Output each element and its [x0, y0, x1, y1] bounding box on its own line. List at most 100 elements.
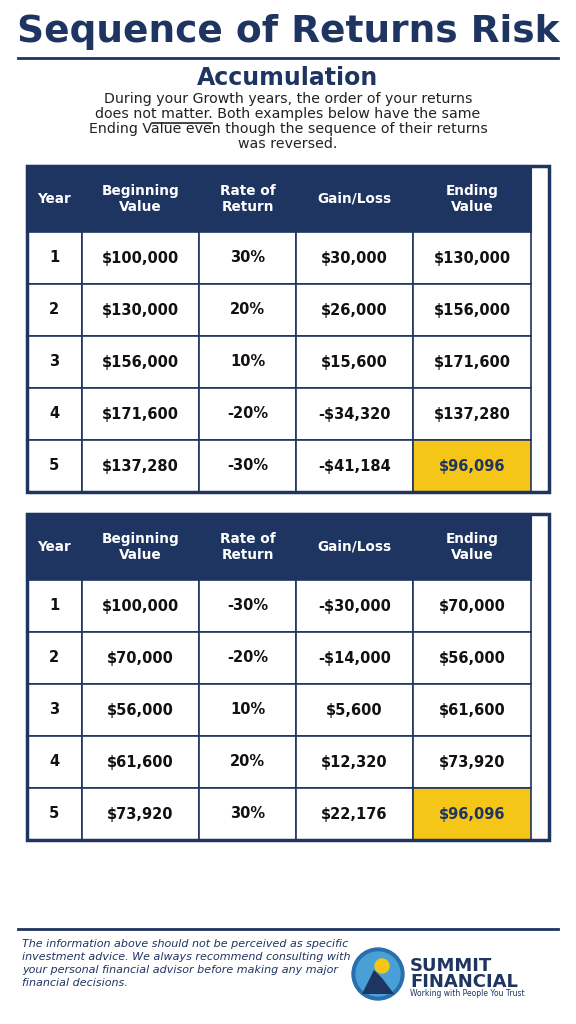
Bar — [27, 580, 82, 632]
Bar — [82, 632, 199, 684]
Text: 3: 3 — [50, 354, 59, 370]
Text: $137,280: $137,280 — [434, 407, 510, 422]
Text: $73,920: $73,920 — [439, 755, 505, 769]
Bar — [82, 232, 199, 284]
Bar — [82, 514, 199, 580]
Text: 1: 1 — [50, 598, 59, 613]
Bar — [199, 166, 296, 232]
Bar — [27, 166, 82, 232]
Text: your personal financial advisor before making any major: your personal financial advisor before m… — [22, 965, 338, 975]
Bar — [199, 632, 296, 684]
Bar — [413, 788, 530, 840]
Text: $73,920: $73,920 — [107, 807, 174, 821]
Text: -30%: -30% — [227, 598, 268, 613]
Bar — [296, 166, 413, 232]
Text: 5: 5 — [50, 459, 59, 473]
Bar — [413, 166, 530, 232]
Bar — [296, 440, 413, 492]
Bar — [82, 788, 199, 840]
Bar — [27, 788, 82, 840]
Bar — [27, 736, 82, 788]
Text: 5: 5 — [50, 807, 59, 821]
Text: During your Growth years, the order of your returns: During your Growth years, the order of y… — [104, 92, 472, 106]
Bar — [199, 336, 296, 388]
Bar — [199, 440, 296, 492]
Text: FINANCIAL: FINANCIAL — [410, 973, 518, 991]
Text: Gain/Loss: Gain/Loss — [317, 193, 392, 206]
Text: $15,600: $15,600 — [321, 354, 388, 370]
Bar — [27, 166, 549, 492]
Bar — [413, 440, 530, 492]
Text: $61,600: $61,600 — [107, 755, 174, 769]
Circle shape — [356, 952, 400, 996]
Bar — [82, 580, 199, 632]
Bar — [199, 788, 296, 840]
Bar — [27, 336, 82, 388]
Text: Rate of
Return: Rate of Return — [219, 184, 275, 214]
Text: $5,600: $5,600 — [326, 702, 383, 718]
Text: Year: Year — [37, 193, 71, 206]
Bar — [82, 388, 199, 440]
Bar — [296, 514, 413, 580]
Text: $171,600: $171,600 — [434, 354, 510, 370]
Bar — [296, 736, 413, 788]
Bar — [27, 284, 82, 336]
Text: $100,000: $100,000 — [102, 598, 179, 613]
Bar — [296, 684, 413, 736]
Bar — [296, 232, 413, 284]
Text: $12,320: $12,320 — [321, 755, 388, 769]
Bar — [27, 632, 82, 684]
Text: Rate of
Return: Rate of Return — [219, 531, 275, 562]
Text: was reversed.: was reversed. — [238, 137, 338, 151]
Text: $96,096: $96,096 — [439, 807, 505, 821]
Text: 10%: 10% — [230, 702, 265, 718]
Bar — [413, 684, 530, 736]
Text: The information above should not be perceived as specific: The information above should not be perc… — [22, 939, 348, 949]
Text: $156,000: $156,000 — [102, 354, 179, 370]
Text: $156,000: $156,000 — [434, 302, 510, 317]
Bar — [413, 284, 530, 336]
Circle shape — [375, 959, 389, 973]
Bar — [199, 580, 296, 632]
Text: 4: 4 — [50, 407, 59, 422]
Bar — [82, 336, 199, 388]
Text: Working with People You Trust: Working with People You Trust — [410, 989, 525, 998]
Text: $26,000: $26,000 — [321, 302, 388, 317]
Text: Sequence of Returns Risk: Sequence of Returns Risk — [17, 14, 559, 50]
Text: $56,000: $56,000 — [438, 650, 506, 666]
Text: Beginning
Value: Beginning Value — [101, 184, 179, 214]
Text: -$14,000: -$14,000 — [318, 650, 391, 666]
Text: Ending
Value: Ending Value — [446, 184, 498, 214]
Text: $70,000: $70,000 — [438, 598, 506, 613]
Bar — [27, 440, 82, 492]
Text: $130,000: $130,000 — [102, 302, 179, 317]
Text: Gain/Loss: Gain/Loss — [317, 540, 392, 554]
Text: $100,000: $100,000 — [102, 251, 179, 265]
Text: $30,000: $30,000 — [321, 251, 388, 265]
Text: -$34,320: -$34,320 — [319, 407, 391, 422]
Bar — [296, 284, 413, 336]
Bar — [199, 284, 296, 336]
Text: -20%: -20% — [227, 407, 268, 422]
Text: 1: 1 — [50, 251, 59, 265]
Text: $61,600: $61,600 — [439, 702, 505, 718]
Text: does not matter. Both examples below have the same: does not matter. Both examples below hav… — [96, 106, 480, 121]
Text: 2: 2 — [50, 302, 59, 317]
Bar — [27, 232, 82, 284]
Text: Year: Year — [37, 540, 71, 554]
Bar — [27, 388, 82, 440]
Bar — [296, 580, 413, 632]
Bar — [296, 336, 413, 388]
Bar — [27, 684, 82, 736]
Bar — [413, 632, 530, 684]
Text: $70,000: $70,000 — [107, 650, 174, 666]
Text: 10%: 10% — [230, 354, 265, 370]
Polygon shape — [362, 970, 394, 994]
Text: Ending
Value: Ending Value — [446, 531, 498, 562]
Text: -20%: -20% — [227, 650, 268, 666]
Bar — [413, 580, 530, 632]
Bar — [82, 284, 199, 336]
Text: Ending Value even though the sequence of their returns: Ending Value even though the sequence of… — [89, 122, 487, 136]
Text: $137,280: $137,280 — [102, 459, 179, 473]
Text: 3: 3 — [50, 702, 59, 718]
